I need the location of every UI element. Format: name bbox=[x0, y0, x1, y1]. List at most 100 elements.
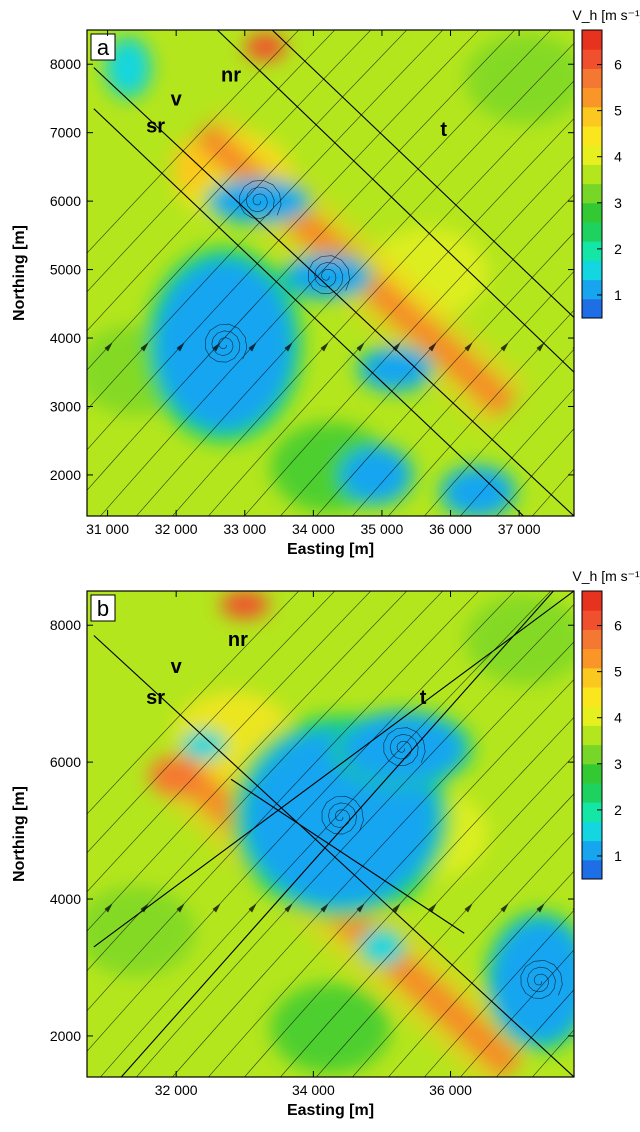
colorbar-segment bbox=[582, 802, 602, 822]
section-line bbox=[93, 67, 574, 516]
colorbar-segment bbox=[582, 30, 602, 50]
streamline-arrow bbox=[392, 903, 401, 913]
vortex-spiral bbox=[520, 960, 563, 999]
x-tick-label: 32 000 bbox=[155, 521, 198, 537]
colorbar-segment bbox=[582, 126, 602, 146]
colorbar-segment bbox=[582, 648, 602, 669]
streamline bbox=[244, 716, 574, 1077]
colorbar-segment bbox=[582, 783, 602, 803]
streamline bbox=[208, 118, 574, 516]
colorbar-title: V_h [m s⁻¹] bbox=[572, 7, 640, 23]
annotation-v: v bbox=[171, 88, 183, 110]
y-tick-label: 8000 bbox=[50, 56, 81, 72]
streamline bbox=[100, 591, 552, 1077]
colorbar-tick-label: 5 bbox=[614, 103, 622, 119]
streamline bbox=[87, 591, 336, 854]
streamline bbox=[460, 388, 574, 516]
streamline-arrow bbox=[33, 904, 40, 912]
colorbar-segment bbox=[582, 49, 602, 69]
colorbar-segment bbox=[582, 744, 602, 765]
streamline-arrow bbox=[500, 342, 509, 352]
streamlines bbox=[0, 30, 616, 516]
plot-frame bbox=[86, 29, 575, 517]
low-speed-region bbox=[210, 180, 307, 222]
colorbar-tick-label: 3 bbox=[614, 195, 622, 211]
streamline-arrow bbox=[248, 903, 257, 913]
low-speed-region bbox=[361, 929, 403, 965]
streamline-arrow bbox=[284, 903, 293, 913]
colorbar-segment bbox=[582, 68, 602, 89]
streamline bbox=[136, 603, 574, 1077]
colorbar-segment bbox=[582, 610, 602, 630]
streamline bbox=[280, 194, 574, 516]
streamline-arrow bbox=[33, 343, 40, 351]
streamline-arrow bbox=[356, 342, 365, 352]
colorbar-segment bbox=[582, 629, 602, 650]
high-speed-region bbox=[220, 591, 269, 619]
low-speed-region bbox=[107, 40, 149, 96]
annotation-t: t bbox=[440, 119, 447, 141]
speed-patch bbox=[465, 33, 574, 124]
colorbar-tick-label: 6 bbox=[614, 57, 622, 73]
section-line bbox=[271, 30, 574, 318]
streamline-arrow bbox=[609, 343, 616, 351]
speed-field bbox=[87, 591, 574, 1077]
y-axis-label: Northing [m] bbox=[11, 786, 28, 882]
streamline bbox=[87, 30, 516, 491]
plot-area: nr vsr t bbox=[33, 591, 616, 1077]
low-speed-region bbox=[443, 468, 513, 516]
streamline-arrow bbox=[609, 904, 616, 912]
section-line bbox=[93, 591, 574, 948]
vortex-spiral bbox=[383, 727, 426, 767]
streamline bbox=[352, 270, 574, 516]
colorbar-segment bbox=[582, 859, 602, 880]
vortex-spiral bbox=[321, 795, 364, 835]
vortex-spiral bbox=[239, 180, 282, 219]
streamline bbox=[100, 30, 552, 516]
streamline-arrow bbox=[320, 342, 329, 352]
streamline bbox=[87, 591, 372, 893]
streamline-arrow bbox=[0, 343, 4, 351]
streamline bbox=[87, 30, 408, 371]
streamline-arrow bbox=[212, 903, 221, 913]
colorbar-segment bbox=[582, 222, 602, 242]
streamline bbox=[87, 30, 372, 332]
streamline bbox=[316, 232, 574, 516]
streamline bbox=[388, 309, 574, 516]
y-tick-label: 6000 bbox=[50, 754, 81, 770]
colorbar-segment bbox=[582, 687, 602, 707]
streamline-arrow bbox=[500, 903, 509, 913]
annotation-nr: nr bbox=[228, 629, 248, 651]
y-axis-label: Northing [m] bbox=[11, 225, 28, 321]
y-tick-label: 5000 bbox=[50, 262, 81, 278]
y-tick-label: 4000 bbox=[50, 330, 81, 346]
colorbar-segment bbox=[582, 106, 602, 127]
colorbar-segment bbox=[582, 763, 602, 784]
low-speed-region bbox=[340, 447, 410, 503]
low-speed-region bbox=[361, 348, 430, 390]
colorbar-tick-label: 6 bbox=[614, 618, 622, 634]
streamline bbox=[87, 591, 444, 972]
x-tick-label: 35 000 bbox=[361, 521, 404, 537]
vortex-spiral bbox=[307, 255, 351, 295]
streamline bbox=[87, 30, 336, 293]
plot-frame bbox=[86, 590, 575, 1078]
x-tick-label: 36 000 bbox=[429, 521, 472, 537]
colorbar-segment bbox=[582, 706, 602, 726]
streamline-arrow bbox=[464, 903, 473, 913]
colorbar-segment bbox=[582, 840, 602, 861]
streamline-arrow bbox=[536, 903, 545, 913]
streamline-arrow bbox=[176, 342, 185, 352]
panel-label: b bbox=[97, 596, 109, 621]
annotation-nr: nr bbox=[221, 64, 241, 86]
x-tick-label: 36 000 bbox=[429, 1082, 472, 1098]
streamline-arrow bbox=[176, 903, 185, 913]
colorbar-segment bbox=[582, 87, 602, 108]
streamline bbox=[496, 989, 574, 1077]
colorbar-segment bbox=[582, 667, 602, 688]
streamline-arrow bbox=[320, 903, 329, 913]
colorbar-tick-label: 1 bbox=[614, 848, 622, 864]
streamline-arrow bbox=[140, 342, 149, 352]
section-line bbox=[216, 30, 574, 373]
y-tick-label: 2000 bbox=[50, 1028, 81, 1044]
